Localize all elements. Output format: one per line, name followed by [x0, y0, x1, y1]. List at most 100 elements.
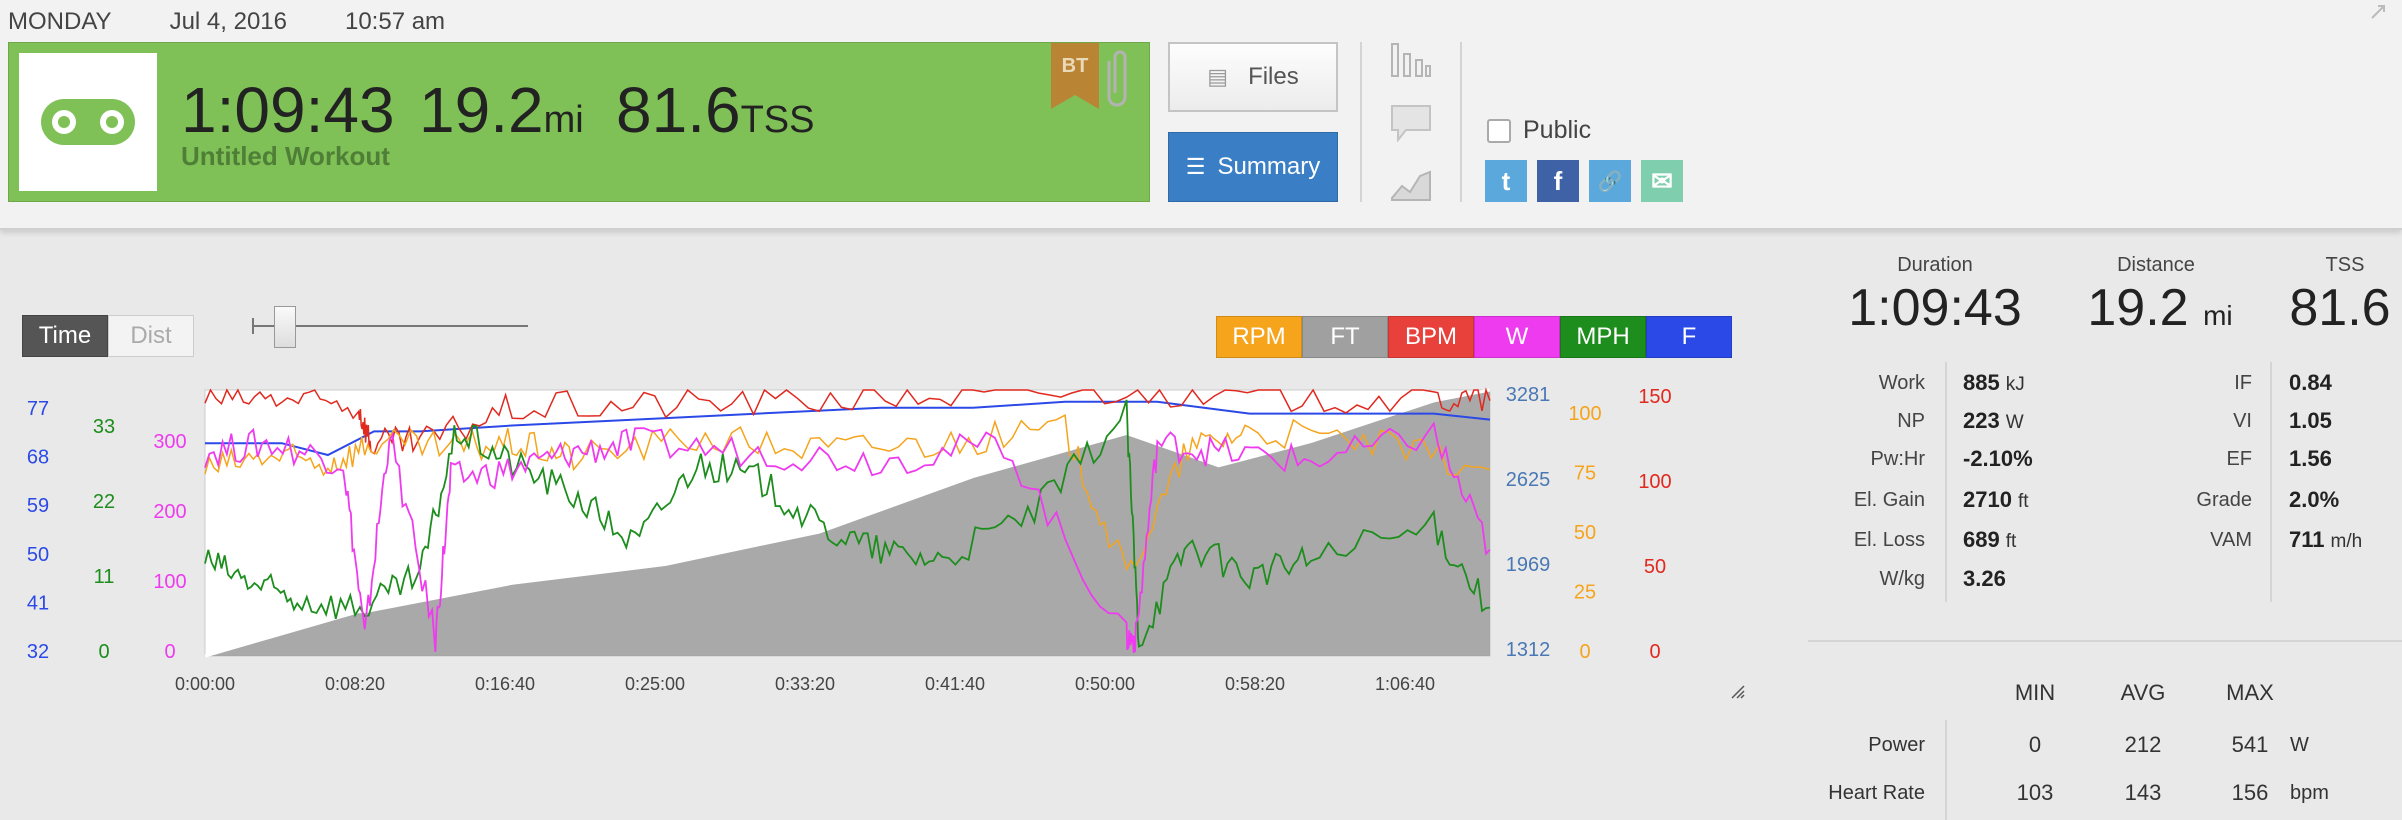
- metric-label: VAM: [2210, 529, 2252, 551]
- slider-handle[interactable]: [274, 306, 296, 348]
- workout-distance-value: 19.2: [419, 74, 544, 146]
- axis-tick-mph: 0: [98, 641, 109, 663]
- divider: [1360, 42, 1362, 202]
- panel-divider: [1808, 640, 2402, 642]
- divider: [2270, 362, 2272, 602]
- time-toggle[interactable]: Time: [22, 315, 108, 357]
- axis-tick-bpm: 100: [1638, 471, 1671, 493]
- axis-tick-f: 41: [27, 592, 49, 614]
- bar-chart-icon[interactable]: [1390, 40, 1432, 78]
- list-icon: ☰: [1185, 154, 1206, 179]
- zoom-slider[interactable]: [252, 306, 528, 350]
- sport-icon-box[interactable]: [19, 53, 157, 191]
- metric-value: 885 kJ: [1963, 370, 2025, 395]
- table-row-label: Power: [1868, 734, 1925, 756]
- axis-tick-f: 50: [27, 544, 49, 566]
- summary-button[interactable]: ☰ Summary: [1168, 132, 1338, 202]
- link-share-button[interactable]: 🔗: [1589, 160, 1631, 202]
- files-button[interactable]: ▤ Files: [1168, 42, 1338, 112]
- email-share-button[interactable]: ✉: [1641, 160, 1683, 202]
- line-chart-icon[interactable]: [1390, 164, 1432, 202]
- legend-ft[interactable]: FT: [1302, 316, 1388, 358]
- metric-value: -2.10%: [1963, 446, 2033, 471]
- date-bar: MONDAY Jul 4, 2016 10:57 am: [8, 4, 503, 40]
- slider-track: [252, 325, 528, 327]
- axis-tick-rpm: 25: [1574, 582, 1596, 604]
- axis-tick-ft: 2625: [1506, 469, 1551, 491]
- x-tick-label: 0:08:20: [325, 674, 385, 694]
- axis-tick-mph: 22: [93, 491, 115, 513]
- table-header: AVG: [2120, 680, 2166, 705]
- date-label: Jul 4, 2016: [169, 8, 287, 35]
- files-icon: ▤: [1207, 64, 1229, 89]
- metric-label: Pw:Hr: [1870, 448, 1925, 470]
- metric-label: Work: [1878, 372, 1925, 394]
- time-label: 10:57 am: [344, 8, 446, 35]
- legend-bpm[interactable]: BPM: [1388, 316, 1474, 358]
- metric-value: 2.0%: [2289, 487, 2340, 512]
- workout-distance: 19.2mi: [419, 73, 584, 147]
- bt-badge[interactable]: BT: [1051, 43, 1101, 114]
- metric-label: El. Loss: [1853, 529, 1925, 551]
- table-cell: 541: [2231, 732, 2269, 757]
- axis-tick-f: 59: [27, 495, 49, 517]
- axis-tick-w: 200: [153, 501, 186, 523]
- resize-icon[interactable]: [2368, 2, 2398, 20]
- metric-label: IF: [2234, 372, 2252, 394]
- twitter-share-button[interactable]: t: [1485, 160, 1527, 202]
- series-w-line: [204, 421, 1491, 654]
- workout-title[interactable]: Untitled Workout: [181, 141, 390, 171]
- email-icon: ✉: [1651, 165, 1673, 196]
- divider: [1460, 42, 1462, 202]
- series-bpm-line: [204, 387, 1491, 455]
- summary-distance-value: 19.2: [2087, 279, 2189, 337]
- comment-icon[interactable]: [1390, 104, 1432, 142]
- public-checkbox[interactable]: [1487, 118, 1511, 143]
- legend-w[interactable]: W: [1474, 316, 1560, 358]
- chart-resize-handle[interactable]: [1730, 684, 1746, 700]
- summary-distance-unit: mi: [2203, 300, 2233, 331]
- divider: [1945, 362, 1947, 602]
- workout-distance-unit: mi: [543, 99, 584, 141]
- workout-summary-card[interactable]: 1:09:43 19.2mi 81.6TSS Untitled Workout …: [8, 42, 1150, 202]
- bt-badge-label: BT: [1061, 55, 1089, 77]
- slider-tick: [252, 318, 254, 334]
- metric-value: 711 m/h: [2289, 527, 2363, 552]
- axis-tick-rpm: 0: [1579, 641, 1590, 663]
- table-cell: 103: [2016, 780, 2054, 805]
- metric-value: 1.56: [2289, 446, 2332, 471]
- summary-duration: 1:09:43: [1848, 279, 2022, 337]
- table-cell: 212: [2124, 732, 2162, 757]
- x-tick-label: 0:25:00: [625, 674, 685, 694]
- facebook-share-button[interactable]: f: [1537, 160, 1579, 202]
- summary-label: Summary: [1217, 153, 1321, 180]
- axis-tick-w: 300: [153, 431, 186, 453]
- summary-tss-label: TSS: [2325, 254, 2365, 276]
- metric-label: EF: [2226, 448, 2252, 470]
- axis-tick-rpm: 75: [1574, 463, 1596, 485]
- workout-duration: 1:09:43: [181, 74, 395, 146]
- legend-f[interactable]: F: [1646, 316, 1732, 358]
- axis-tick-w: 100: [153, 571, 186, 593]
- table-unit: W: [2290, 734, 2309, 756]
- metric-label: NP: [1897, 410, 1925, 432]
- workout-chart[interactable]: 0:00:00 0:08:20 0:16:40 0:25:00 0:33:20 0:41:…: [0, 360, 1760, 720]
- metric-label: Grade: [2196, 489, 2252, 511]
- legend-mph[interactable]: MPH: [1560, 316, 1646, 358]
- table-header: MIN: [2014, 680, 2056, 705]
- x-tick-label: 0:50:00: [1075, 674, 1135, 694]
- metric-value: 689 ft: [1963, 527, 2017, 552]
- metric-value: 2710 ft: [1963, 487, 2029, 512]
- axis-tick-ft: 1969: [1506, 554, 1551, 576]
- axis-tick-rpm: 100: [1568, 403, 1601, 425]
- x-tick-label: 0:33:20: [775, 674, 835, 694]
- twitter-icon: t: [1501, 165, 1511, 196]
- dist-toggle[interactable]: Dist: [108, 315, 194, 357]
- paperclip-icon[interactable]: [1099, 47, 1135, 113]
- public-toggle[interactable]: Public: [1487, 116, 1591, 145]
- table-header: MAX: [2226, 680, 2274, 705]
- x-tick-label: 1:06:40: [1375, 674, 1435, 694]
- legend-rpm[interactable]: RPM: [1216, 316, 1302, 358]
- axis-tick-ft: 3281: [1506, 384, 1551, 406]
- divider: [1945, 720, 1947, 820]
